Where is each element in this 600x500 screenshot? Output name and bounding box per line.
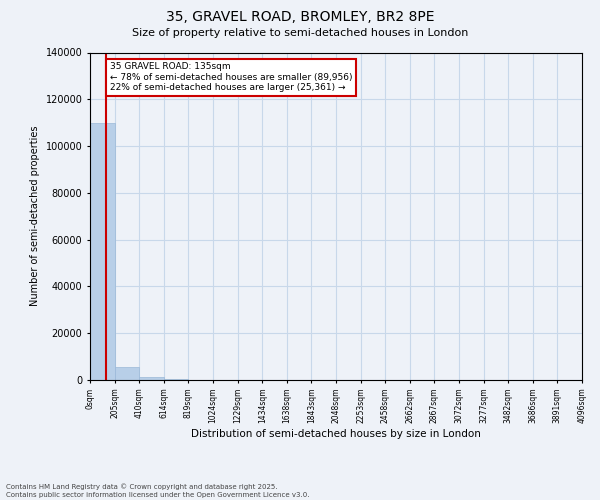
Bar <box>90 122 115 380</box>
Text: Contains HM Land Registry data © Crown copyright and database right 2025.
Contai: Contains HM Land Registry data © Crown c… <box>6 484 310 498</box>
X-axis label: Distribution of semi-detached houses by size in London: Distribution of semi-detached houses by … <box>191 429 481 439</box>
Y-axis label: Number of semi-detached properties: Number of semi-detached properties <box>30 126 40 306</box>
Bar <box>139 377 164 380</box>
Bar <box>164 379 188 380</box>
Text: 35 GRAVEL ROAD: 135sqm
← 78% of semi-detached houses are smaller (89,956)
22% of: 35 GRAVEL ROAD: 135sqm ← 78% of semi-det… <box>110 62 352 92</box>
Text: 35, GRAVEL ROAD, BROMLEY, BR2 8PE: 35, GRAVEL ROAD, BROMLEY, BR2 8PE <box>166 10 434 24</box>
Text: Size of property relative to semi-detached houses in London: Size of property relative to semi-detach… <box>132 28 468 38</box>
Bar <box>115 367 139 380</box>
